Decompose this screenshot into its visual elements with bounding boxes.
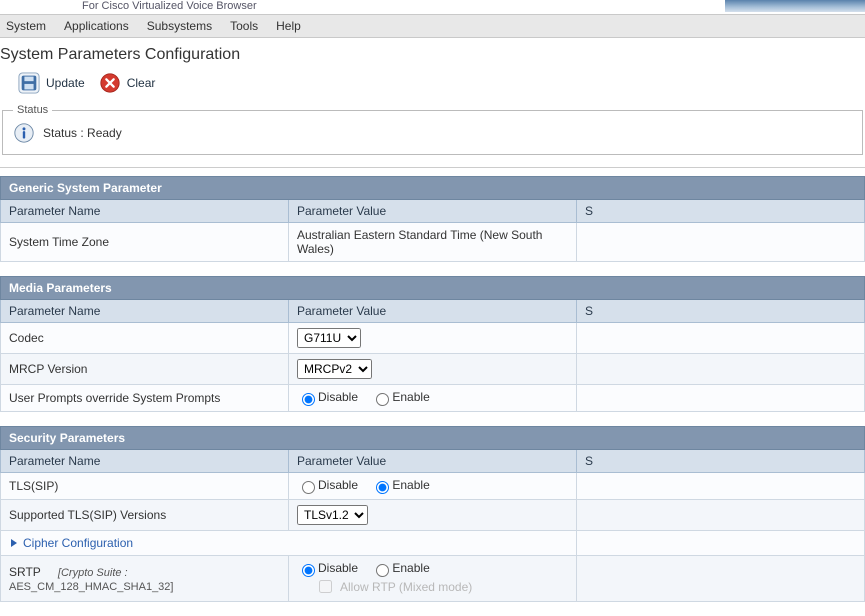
allow-rtp-checkbox — [319, 580, 332, 593]
section-generic: Generic System Parameter Parameter Name … — [0, 176, 865, 262]
update-button[interactable]: Update — [18, 72, 85, 94]
menu-tools[interactable]: Tools — [230, 19, 258, 33]
param-userprompts-label: User Prompts override System Prompts — [1, 385, 289, 412]
section-header-security: Security Parameters — [1, 427, 865, 450]
param-srtp-label: SRTP [Crypto Suite : AES_CM_128_HMAC_SHA… — [1, 556, 289, 602]
chevron-right-icon — [11, 539, 17, 547]
section-header-media: Media Parameters — [1, 277, 865, 300]
page-title: System Parameters Configuration — [0, 46, 865, 64]
userprompts-disable[interactable]: Disable — [297, 390, 358, 404]
status-fieldset: Status Status : Ready — [2, 104, 863, 155]
mrcp-select[interactable]: MRCPv2 — [297, 359, 372, 379]
codec-select[interactable]: G711U — [297, 328, 361, 348]
col-header-sugg: S — [577, 450, 865, 473]
cipher-config-toggle[interactable]: Cipher Configuration — [9, 536, 568, 550]
clear-label: Clear — [127, 76, 156, 90]
section-security: Security Parameters Parameter Name Param… — [0, 426, 865, 602]
param-tlsver-label: Supported TLS(SIP) Versions — [1, 500, 289, 531]
clear-button[interactable]: Clear — [99, 72, 156, 94]
info-icon — [13, 122, 35, 144]
col-header-name: Parameter Name — [1, 300, 289, 323]
menu-help[interactable]: Help — [276, 19, 301, 33]
menu-system[interactable]: System — [6, 19, 46, 33]
col-header-sugg: S — [577, 300, 865, 323]
update-label: Update — [46, 76, 85, 90]
col-header-name: Parameter Name — [1, 450, 289, 473]
srtp-disable[interactable]: Disable — [297, 561, 358, 575]
status-text: Status : Ready — [43, 126, 122, 140]
param-timezone-value: Australian Eastern Standard Time (New So… — [289, 223, 577, 262]
menubar: System Applications Subsystems Tools Hel… — [0, 14, 865, 38]
section-media: Media Parameters Parameter Name Paramete… — [0, 276, 865, 412]
col-header-value: Parameter Value — [289, 200, 577, 223]
param-tlssip-label: TLS(SIP) — [1, 473, 289, 500]
srtp-enable[interactable]: Enable — [371, 561, 429, 575]
param-codec-label: Codec — [1, 323, 289, 354]
header-gradient — [725, 0, 865, 12]
cancel-icon — [99, 72, 121, 94]
tlsver-select[interactable]: TLSv1.2 — [297, 505, 368, 525]
col-header-sugg: S — [577, 200, 865, 223]
menu-subsystems[interactable]: Subsystems — [147, 19, 212, 33]
col-header-value: Parameter Value — [289, 300, 577, 323]
section-header-generic: Generic System Parameter — [1, 177, 865, 200]
tlssip-disable[interactable]: Disable — [297, 478, 358, 492]
status-legend: Status — [13, 104, 52, 116]
col-header-name: Parameter Name — [1, 200, 289, 223]
menu-applications[interactable]: Applications — [64, 19, 129, 33]
tlssip-enable[interactable]: Enable — [371, 478, 429, 492]
userprompts-enable[interactable]: Enable — [371, 390, 429, 404]
param-timezone-label: System Time Zone — [1, 223, 289, 262]
cipher-label: Cipher Configuration — [23, 536, 133, 550]
divider — [0, 167, 865, 168]
toolbar: Update Clear — [0, 70, 865, 100]
param-mrcp-label: MRCP Version — [1, 354, 289, 385]
allow-rtp: Allow RTP (Mixed mode) — [315, 577, 472, 596]
disk-icon — [18, 72, 40, 94]
param-timezone-sugg — [577, 223, 865, 262]
col-header-value: Parameter Value — [289, 450, 577, 473]
